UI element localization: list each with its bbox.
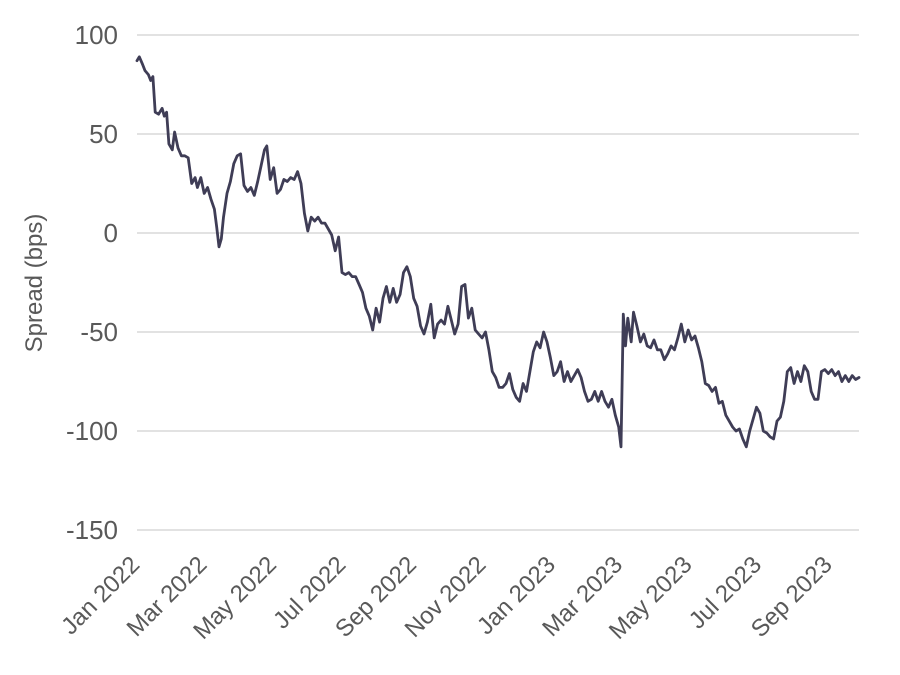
y-axis-tick-labels: 100 50 0 -50 -100 -150 bbox=[66, 20, 118, 545]
series-lines bbox=[135, 55, 861, 449]
y-tick-label: 100 bbox=[75, 20, 118, 50]
series-line bbox=[135, 55, 861, 449]
gridlines bbox=[137, 34, 859, 531]
y-tick-label: 0 bbox=[104, 218, 118, 248]
y-tick-label: -50 bbox=[80, 317, 118, 347]
y-tick-label: -100 bbox=[66, 416, 118, 446]
y-axis-label: Spread (bps) bbox=[21, 214, 48, 353]
y-tick-label: 50 bbox=[89, 119, 118, 149]
y-tick-label: -150 bbox=[66, 515, 118, 545]
